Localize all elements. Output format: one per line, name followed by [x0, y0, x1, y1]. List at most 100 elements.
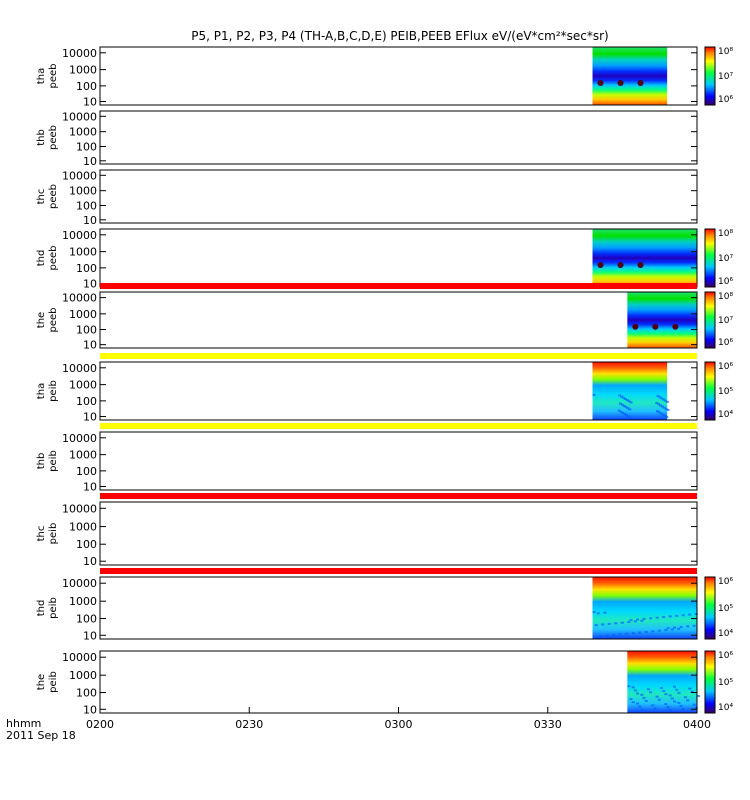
panel-product-label: peib	[48, 523, 59, 545]
x-tick-label: 0200	[86, 718, 114, 731]
spectrogram-noise	[688, 613, 692, 616]
colorbar-label: 10⁷	[718, 254, 733, 264]
spectrogram-noise	[668, 709, 672, 712]
spectrogram-noise	[668, 615, 672, 618]
spectrogram-noise	[662, 616, 666, 619]
y-tick-label: 10	[83, 703, 97, 716]
spectrogram-noise	[623, 413, 627, 416]
spectrogram-feature	[672, 323, 679, 330]
spectrogram-noise	[628, 416, 632, 419]
y-tick-label: 100	[76, 324, 97, 337]
spectrogram-noise	[623, 397, 627, 400]
spectrogram-noise	[621, 411, 625, 414]
spectrogram-noise	[594, 624, 598, 627]
spectrogram-noise	[664, 629, 668, 632]
spectrogram-noise	[665, 415, 669, 418]
y-tick-label: 10	[83, 555, 97, 568]
spectrogram-feature	[637, 261, 644, 268]
colorbar-label: 10⁵	[718, 387, 733, 397]
spectrogram-noise	[686, 699, 690, 702]
panel-frame	[99, 576, 698, 640]
spectrogram-noise	[677, 701, 681, 704]
spectrogram-noise	[638, 705, 642, 708]
spectrogram-noise	[651, 630, 655, 633]
colorbar-label: 10⁶	[718, 362, 733, 372]
colorbar	[704, 228, 716, 288]
y-tick-label: 1000	[69, 595, 97, 608]
spectrogram-noise	[646, 688, 650, 691]
spectrogram-noise	[618, 633, 622, 636]
spectrogram-noise	[626, 407, 630, 410]
spectrogram-noise	[614, 622, 618, 625]
y-tick-label: 100	[76, 262, 97, 275]
y-tick-label: 10000	[62, 502, 97, 515]
spectrogram-noise	[622, 396, 626, 399]
spectrogram-noise	[636, 702, 639, 705]
spectrogram-noise	[633, 689, 637, 692]
colorbar	[704, 576, 716, 640]
spectrogram-noise	[627, 415, 631, 418]
spectrogram-noise	[681, 708, 685, 711]
panel-product-label: peib	[48, 597, 59, 619]
spectrogram-noise	[655, 616, 659, 619]
spectrogram-noise	[670, 697, 674, 700]
spectrogram-noise	[679, 704, 683, 707]
panel-product-label: peeb	[48, 64, 59, 89]
colorbar-label: 10⁶	[718, 338, 733, 348]
x-tick-label: 0400	[683, 718, 711, 731]
panel-probe-label: thb	[36, 129, 47, 146]
spectrogram-noise	[664, 407, 668, 410]
spectrogram-noise	[694, 612, 698, 615]
spectrogram-noise	[599, 635, 603, 638]
panel-probe-label: thd	[36, 250, 47, 267]
spectrogram-feature	[597, 79, 604, 86]
spectrogram-noise	[660, 405, 664, 408]
spectrogram-noise	[666, 408, 670, 411]
panel-the-peeb: 10000 1000 100 10 the peeb 10⁸ 10⁷ 10⁶	[36, 283, 733, 352]
panel-probe-label: thb	[36, 453, 47, 470]
y-tick-label: 100	[76, 80, 97, 93]
colorbar-label: 10⁸	[718, 47, 733, 57]
spectrogram-noise	[618, 402, 622, 405]
spectrogram-noise	[677, 627, 681, 630]
y-tick-label: 10000	[62, 229, 97, 242]
y-tick-label: 10	[83, 96, 97, 109]
y-tick-label: 10	[83, 155, 97, 168]
y-tick-label: 100	[76, 538, 97, 551]
spectrogram-noise	[660, 397, 664, 400]
spectrogram-noise	[642, 696, 646, 699]
y-tick-label: 100	[76, 687, 97, 700]
panel-frame	[99, 110, 698, 165]
y-tick-label: 10	[83, 481, 97, 494]
y-tick-label: 10	[83, 339, 97, 352]
spectrogram-noise	[629, 619, 633, 622]
colorbar-label: 10⁶	[718, 651, 733, 661]
spectrogram-feature	[617, 79, 624, 86]
status-bar-red	[100, 568, 697, 574]
y-tick-label: 1000	[69, 185, 97, 198]
x-axis-title: hhmm	[6, 717, 41, 730]
spectrogram-noise	[662, 690, 666, 693]
colorbar	[704, 46, 716, 106]
colorbar-label: 10⁴	[718, 410, 733, 420]
colorbar-label: 10⁷	[718, 72, 733, 82]
spectrogram-noise	[620, 403, 624, 406]
panel-thb-peib: 10000 1000 100 10 thb peib	[36, 423, 698, 494]
y-tick-label: 100	[76, 200, 97, 213]
spectrogram-noise	[642, 617, 646, 620]
spectrogram-noise	[627, 400, 631, 403]
spectrogram-noise	[633, 620, 637, 623]
spectrogram-noise	[666, 706, 670, 709]
spectrogram-noise	[612, 634, 616, 637]
y-tick-label: 100	[76, 395, 97, 408]
colorbar-label: 10⁵	[718, 678, 733, 688]
spectrogram-noise	[631, 701, 635, 704]
y-tick-label: 1000	[69, 669, 97, 682]
spectrogram-noise	[665, 400, 669, 403]
panel-frame	[99, 46, 698, 106]
y-tick-label: 10000	[62, 292, 97, 305]
panel-product-label: peib	[48, 380, 59, 402]
